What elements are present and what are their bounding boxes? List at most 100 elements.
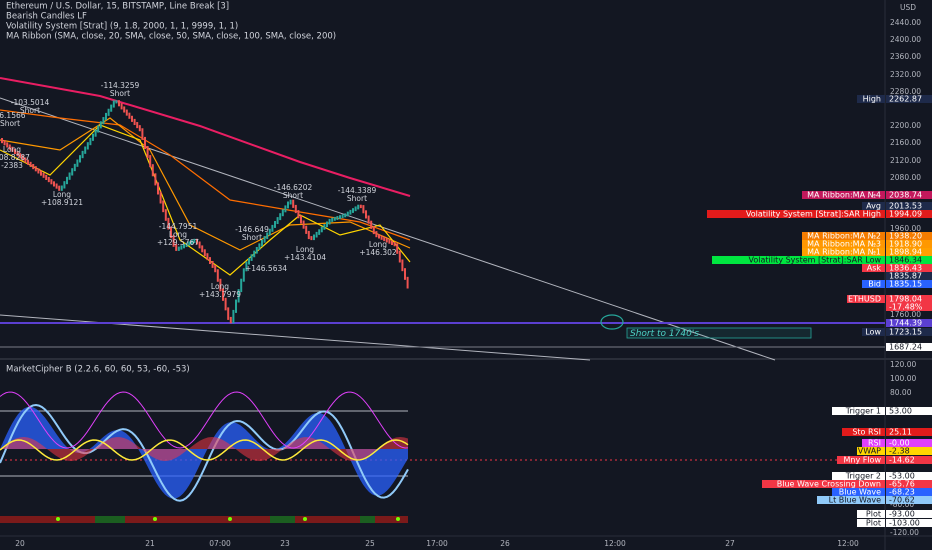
price-tag-label: Ask [867, 264, 882, 273]
brick [128, 112, 131, 119]
price-tag-value-bg [886, 272, 932, 280]
signal-label: +146.302 [359, 248, 397, 257]
brick [396, 243, 399, 254]
indicator-tag-label-bg [857, 519, 885, 527]
brick [151, 164, 154, 177]
brick [16, 151, 19, 157]
price-tag-value-bg [886, 295, 932, 311]
brick [42, 172, 45, 178]
brick [344, 213, 347, 218]
brick [398, 250, 401, 263]
signal-label: Long [169, 230, 187, 239]
brick [281, 209, 284, 217]
price-tag-label-bg [862, 328, 885, 336]
brick [300, 215, 302, 224]
price-label: 2280.00 [890, 87, 921, 96]
time-label: 17:00 [426, 539, 448, 548]
brick [53, 181, 55, 187]
signal-label: Long [211, 282, 229, 291]
brick [3, 140, 6, 146]
brick [144, 136, 146, 149]
brick [21, 155, 24, 161]
drawing-circle [600, 314, 624, 330]
brick [81, 150, 84, 159]
indicator-tag-label: Mny Flow [843, 456, 881, 465]
signal-label: Short [347, 194, 367, 203]
price-tag-value: 1798.04 [889, 295, 922, 304]
price-tag-label: Volatility System [Strat]:SAR Low [749, 256, 882, 265]
brick [292, 199, 295, 208]
price-tag-value-bg [886, 202, 932, 210]
brick [229, 316, 232, 324]
brick [255, 246, 258, 254]
brick [289, 199, 292, 205]
price-tag-value: 2013.53 [889, 202, 922, 211]
indicator-tag-value: -2.38 [889, 447, 910, 456]
price-tag-value-bg [886, 232, 932, 240]
brick [354, 206, 357, 212]
price-tag-label-bg [862, 264, 885, 272]
price-label: 2160.00 [890, 138, 921, 147]
price-tag-label: MA Ribbon:MA №3 [807, 240, 881, 249]
indicator-tag-label: Sto RSI [852, 428, 881, 437]
indicator-tag-value-bg [886, 519, 932, 527]
indicator-tag-value: -65.76 [889, 480, 915, 489]
vwap [0, 439, 409, 461]
price-tag-label: MA Ribbon:MA №1 [807, 248, 881, 257]
brick [125, 109, 128, 116]
signal-label: -103.5014 [11, 98, 50, 107]
brick [336, 216, 339, 220]
indicator-tag-label-bg [832, 488, 885, 496]
brick [118, 100, 120, 107]
signal-dot [396, 517, 400, 521]
brick [365, 210, 367, 219]
indicator-pane [0, 391, 885, 523]
brick [214, 264, 217, 273]
signal-label: Short [283, 191, 303, 200]
ma-20 [0, 124, 411, 276]
signal-label: +146.5634 [245, 264, 287, 273]
brick [188, 241, 191, 246]
brick [406, 276, 409, 289]
brick [34, 166, 37, 172]
signal-label: Short [0, 119, 20, 128]
price-tag-label-bg [802, 240, 885, 248]
study-title: MA Ribbon (SMA, close, 20, SMA, close, 5… [6, 32, 336, 42]
brick [393, 242, 396, 247]
brick [86, 142, 89, 150]
lt-blue-wave [0, 403, 409, 502]
indicator-tag-label-bg [842, 428, 885, 436]
brick [391, 240, 393, 245]
brick [40, 170, 42, 176]
brick [29, 161, 32, 167]
signal-label: Long [369, 240, 387, 249]
price-tag-label: ETHUSD [848, 295, 881, 304]
brick [367, 215, 370, 224]
brick [99, 121, 102, 129]
price-label: 2320.00 [890, 70, 921, 79]
brick [209, 257, 211, 264]
brick [45, 174, 48, 180]
time-label: 12:00 [837, 539, 859, 548]
price-tag-value-bg [886, 343, 932, 351]
brick [211, 261, 214, 268]
brick [133, 118, 136, 126]
price-tag-value: 1836.43 [889, 264, 922, 273]
price-tag-value-bg [886, 280, 932, 288]
indicator-tag-value-bg [886, 439, 932, 447]
price-tag-value: 1994.09 [889, 210, 922, 219]
price-tag-label-bg [712, 256, 885, 264]
brick [196, 238, 198, 245]
overlay: Ethereum / U.S. Dollar, 15, BITSTAMP, Li… [6, 2, 932, 548]
brick [94, 129, 97, 137]
brick [89, 137, 92, 146]
signal-label: +143.7979 [199, 290, 241, 299]
price-tag-label: Bid [868, 280, 881, 289]
brick [331, 217, 334, 222]
brick [47, 177, 50, 183]
price-label: 2440.00 [890, 18, 921, 27]
time-label: 12:00 [604, 539, 626, 548]
price-tag-label: Low [865, 328, 881, 337]
signal-bar-green [270, 516, 295, 523]
price-tag-label-bg [857, 95, 885, 103]
